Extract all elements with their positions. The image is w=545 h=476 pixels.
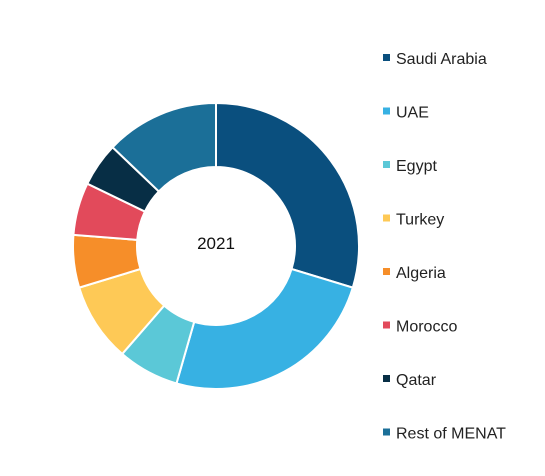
slice-uae <box>175 267 355 390</box>
legend-swatch <box>383 214 390 222</box>
center-label: 2021 <box>197 234 235 253</box>
legend-swatch <box>383 375 390 382</box>
legend-swatch <box>383 268 390 275</box>
legend-swatch <box>383 428 390 436</box>
legend-item-egypt: Egypt <box>383 158 437 175</box>
legend-item-turkey: Turkey <box>383 212 444 229</box>
legend-label: Turkey <box>396 212 444 229</box>
legend-label: Qatar <box>396 372 437 389</box>
legend-swatch <box>383 161 390 168</box>
legend-item-uae: UAE <box>383 105 429 122</box>
legend-item-morocco: Morocco <box>383 319 457 336</box>
legend-label: Algeria <box>396 265 446 282</box>
legend: Saudi Arabia UAE Egypt Turkey Algeria Morocco… <box>383 51 506 443</box>
legend-label: Rest of MENAT <box>396 426 506 443</box>
legend-label: Saudi Arabia <box>396 51 487 68</box>
legend-label: UAE <box>396 105 429 122</box>
legend-item-algeria: Algeria <box>383 265 446 282</box>
legend-label: Morocco <box>396 319 457 336</box>
legend-swatch <box>383 321 390 329</box>
legend-item-saudi-arabia: Saudi Arabia <box>383 51 487 68</box>
donut-slices <box>72 101 360 390</box>
legend-item-qatar: Qatar <box>383 372 437 389</box>
slice-saudi-arabia <box>215 101 360 289</box>
legend-label: Egypt <box>396 158 437 175</box>
legend-swatch <box>383 54 390 61</box>
slice-rest-of-menat <box>111 101 217 193</box>
legend-swatch <box>383 107 390 115</box>
legend-item-rest-of-menat: Rest of MENAT <box>383 426 506 443</box>
